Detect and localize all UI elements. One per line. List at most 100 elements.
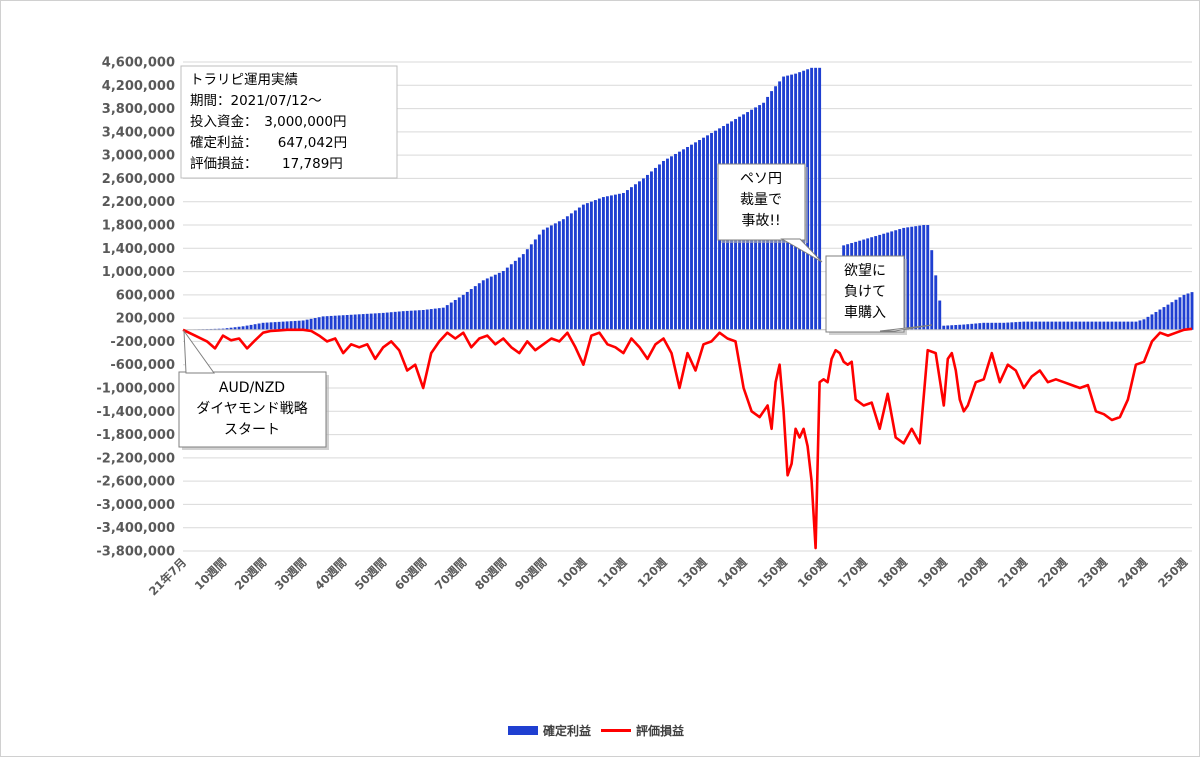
profit-bar [962,324,966,330]
profit-bar [425,309,429,330]
profit-bar [613,194,617,330]
profit-bar [301,320,305,330]
profit-bar [581,204,585,330]
unrealized-pl-series [182,327,1193,550]
profit-bar [1114,321,1118,330]
profit-bar [385,312,389,330]
profit-bar [261,322,265,330]
profit-bar [241,326,245,330]
x-tick-label: 120週 [635,555,670,590]
y-tick-label: -3,800,000 [96,545,175,560]
x-tick-label: 40週間 [312,555,349,592]
profit-bar [1050,321,1054,330]
profit-bar [634,184,637,330]
x-tick-label: 170週 [835,555,870,590]
profit-bar [393,311,397,330]
profit-bar [978,323,982,330]
profit-bar [417,310,421,330]
x-tick-label: 100週 [555,555,590,590]
profit-bar [934,275,938,330]
x-tick-label: 160週 [795,555,830,590]
profit-bar [333,315,337,330]
profit-bar [954,325,958,330]
profit-bar [1106,321,1110,330]
profit-bar [557,221,561,330]
profit-bar [946,325,950,330]
profit-bar [818,67,822,330]
profit-bar [289,321,293,330]
profit-bar [1046,321,1050,330]
profit-bar [353,314,357,330]
y-axis-ticks: 4,600,000 4,200,000 3,800,000 3,400,000 3,00… [96,56,175,560]
profit-bar [1178,297,1182,330]
profit-bar [401,311,405,330]
profit-bar [1006,322,1010,330]
start-annotation-line: スタート [224,422,280,438]
car-annotation-line: 車購入 [844,304,886,321]
profit-bar [1018,321,1022,330]
profit-bar [710,133,713,330]
y-tick-label: 4,200,000 [102,79,175,94]
profit-bar [906,227,910,330]
profit-bar [497,272,501,330]
profit-bar [1070,321,1074,330]
profit-bar [369,313,373,330]
profit-bar [950,325,954,330]
profit-bar [273,322,277,330]
profit-bar [682,149,685,330]
y-tick-label: -600,000 [110,358,175,373]
profit-bar [1146,316,1150,330]
car-annotation-line: 欲望に [844,263,886,279]
y-tick-label: 1,000,000 [102,265,175,280]
profit-bar [1166,304,1170,330]
profit-bar [229,327,233,330]
y-tick-label: 2,600,000 [102,172,175,187]
profit-bar [525,249,529,330]
profit-bar [1174,299,1178,330]
profit-bar [445,305,449,330]
profit-bar [453,299,457,330]
profit-bar [249,324,253,330]
profit-bar [1074,321,1078,330]
profit-bar [1134,321,1138,330]
profit-bar [517,257,521,330]
y-tick-label: -200,000 [110,335,175,350]
profit-bar [509,264,513,330]
profit-bar [1110,321,1114,330]
profit-bar [313,318,317,330]
peso-annotation-line: 裁量で [740,192,782,208]
profit-bar [958,324,962,330]
profit-bar [638,181,641,330]
profit-bar [1086,321,1090,330]
y-tick-label: 3,000,000 [102,149,175,164]
profit-bar [1126,321,1130,330]
profit-bar [409,310,413,330]
callout-box [717,163,806,241]
profit-bar [221,328,225,330]
profit-bar [1014,322,1018,330]
profit-bar [1142,319,1146,330]
profit-bar [1062,321,1066,330]
y-tick-label: 600,000 [116,288,175,303]
profit-bar [654,167,657,330]
profit-bar [1054,321,1058,330]
profit-bar [994,322,998,330]
profit-bar [529,244,533,330]
profit-bar [541,229,545,330]
x-tick-label: 21年7月 [146,555,189,598]
profit-bar [381,312,385,330]
x-tick-label: 80週間 [472,555,509,592]
x-tick-label: 130週 [675,555,710,590]
x-axis-ticks: 21年7月 10週間 20週間 30週間 40週間 50週間 60週間 70週間 80週間 90週… [146,555,1190,598]
profit-bar [1150,314,1154,330]
profit-bar [714,130,717,330]
x-tick-label: 150週 [755,555,790,590]
profit-bar [1090,321,1094,330]
profit-bar [1010,322,1014,330]
profit-bar [569,213,573,330]
x-tick-label: 140週 [715,555,750,590]
profit-bar [537,234,541,330]
profit-bar [345,314,349,330]
